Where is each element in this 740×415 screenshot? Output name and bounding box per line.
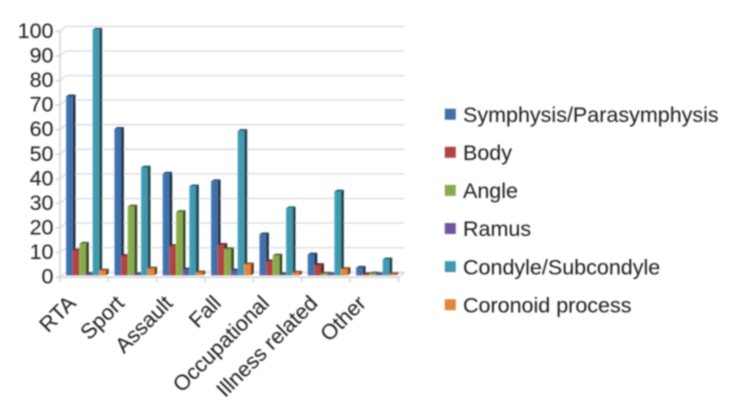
svg-text:Symphysis/Parasymphysis: Symphysis/Parasymphysis bbox=[463, 103, 719, 127]
svg-text:20: 20 bbox=[30, 216, 54, 240]
svg-text:30: 30 bbox=[30, 191, 54, 215]
svg-text:70: 70 bbox=[30, 93, 54, 117]
svg-text:Angle: Angle bbox=[463, 179, 518, 203]
svg-text:60: 60 bbox=[30, 117, 54, 141]
svg-text:Condyle/Subcondyle: Condyle/Subcondyle bbox=[463, 255, 660, 279]
svg-text:90: 90 bbox=[30, 44, 54, 68]
svg-text:50: 50 bbox=[30, 142, 54, 166]
svg-text:Ramus: Ramus bbox=[463, 217, 531, 241]
svg-text:0: 0 bbox=[42, 265, 54, 289]
svg-text:80: 80 bbox=[30, 68, 54, 92]
svg-text:Body: Body bbox=[463, 141, 512, 165]
svg-text:100: 100 bbox=[18, 19, 54, 43]
svg-text:10: 10 bbox=[30, 240, 54, 264]
svg-text:40: 40 bbox=[30, 166, 54, 190]
svg-text:Coronoid process: Coronoid process bbox=[463, 293, 632, 317]
